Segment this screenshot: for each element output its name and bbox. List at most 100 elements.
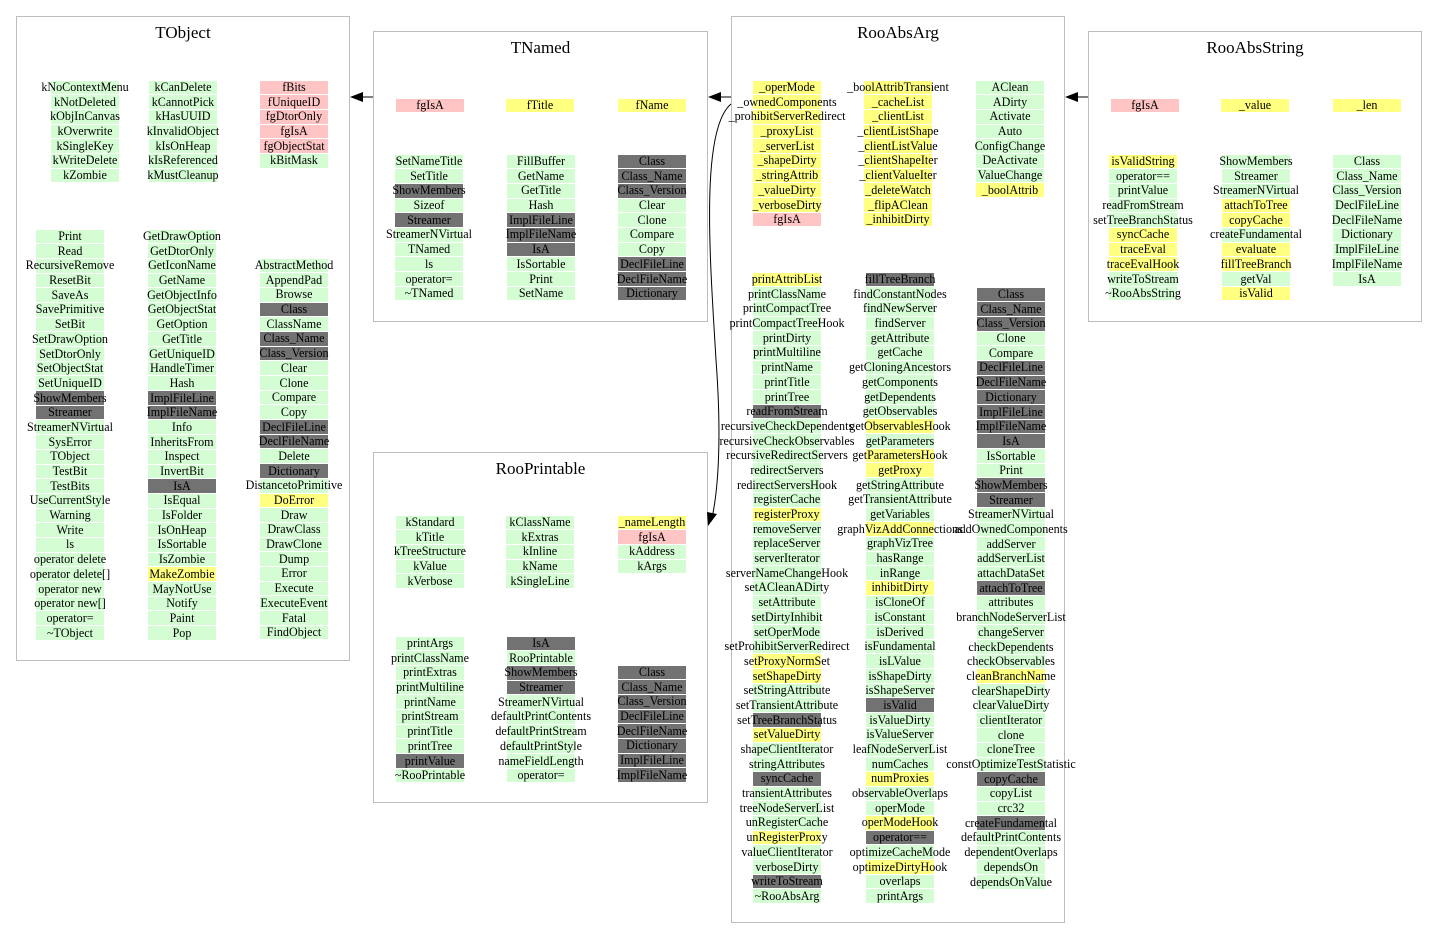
class-member: inRange [865, 566, 935, 581]
class-member: ImplFileLine [617, 753, 686, 768]
class-member-label: getCloningAncestors [848, 360, 952, 375]
class-member: TObject [35, 449, 105, 464]
class-member-label: SetObjectStat [36, 361, 104, 376]
class-member: Dump [259, 552, 329, 567]
class-member: Class [1332, 154, 1402, 169]
class-member-label: clearValueDirty [972, 698, 1050, 713]
class-member-label: setProhibitServerRedirect [724, 639, 850, 654]
class-member: getVariables [866, 507, 934, 522]
class-member: ~RooPrintable [395, 768, 465, 783]
class-member-label: UseCurrentStyle [29, 493, 111, 508]
class-member: printName [396, 695, 464, 710]
class-member-label: removeServer [753, 521, 821, 536]
class-member: leafNodeServerList [853, 742, 948, 757]
class-member: syncCache [752, 771, 822, 786]
class-member-label: AbstractMethod [254, 258, 334, 272]
class-member: setProhibitServerRedirect [725, 639, 850, 654]
class-member-label: DeclFileLine [262, 419, 326, 434]
class-member: operModeHook [862, 815, 939, 830]
class-member: SetObjectStat [35, 361, 104, 376]
class-member: setTreeBranchStatus [737, 713, 837, 728]
class-member-label: GetObjectInfo [147, 287, 217, 302]
class-member-label: _clientShapeIter [858, 153, 938, 168]
class-member-label: getDependents [864, 389, 936, 404]
class-member: fName [618, 98, 686, 113]
class-member-label: IsA [532, 636, 550, 650]
class-member: _clientListValue [858, 139, 937, 154]
class-member-label: Class_Name [263, 331, 325, 346]
class-member-label: ShowMembers [504, 665, 578, 680]
class-member: Inspect [148, 449, 216, 464]
class-member: copyCache [1222, 212, 1290, 228]
class-member-label: GetTitle [521, 183, 561, 198]
class-member-label: syncCache [760, 771, 814, 786]
class-member-label: DrawClass [267, 522, 321, 537]
class-member-label: ClassName [266, 316, 322, 331]
inheritance-arrowhead [707, 512, 717, 526]
class-member: Class_Name [1332, 169, 1402, 184]
class-member-label: _serverList [759, 138, 815, 153]
class-member-label: ImplFileName [146, 405, 218, 420]
class-member-label: printTitle [407, 724, 453, 739]
class-title: RooAbsArg [857, 23, 939, 42]
class-member-label: Info [171, 419, 193, 434]
class-member: ls [394, 257, 464, 272]
class-member: ImplFileName [617, 768, 688, 783]
class-member: kValue [396, 559, 464, 574]
members-column: _nameLength fgIsA kAddress kArgs [600, 515, 704, 574]
inheritance-arrowhead [708, 92, 721, 102]
class-member-label: kInvalidObject [146, 124, 220, 139]
class-member: _stringAttrib [752, 168, 822, 183]
class-member: GetIconName [147, 258, 216, 273]
class-member-label: stringAttributes [749, 756, 825, 771]
class-member-label: ImplFileName [616, 767, 688, 782]
class-member: operator= [394, 272, 464, 287]
class-member: printTree [396, 739, 464, 754]
class-member-label: Compare [629, 227, 675, 242]
class-member: SetDrawOption [32, 332, 108, 347]
class-member: fgIsA [1111, 98, 1179, 113]
class-member-label: findConstantNodes [853, 286, 947, 301]
class-member-label: TNamed [407, 242, 451, 257]
class-member: isCloneOf [866, 595, 934, 610]
class-member: GetUniqueID [147, 347, 216, 362]
class-member: ValueChange [975, 168, 1045, 183]
class-member-label: getProxy [878, 462, 922, 477]
class-member: _boolAttribTransient [847, 80, 949, 95]
class-member: DoError [259, 493, 329, 508]
class-member-label: _cacheList [871, 94, 925, 109]
class-member-label: StreamerNVirtual [498, 694, 584, 709]
class-member: ExecuteEvent [259, 596, 329, 611]
class-member: setTransientAttribute [736, 698, 838, 713]
class-member-label: kHasUUID [155, 109, 211, 124]
class-member: Browse [260, 287, 328, 302]
class-member-label: valueClientIterator [741, 844, 833, 859]
class-member-label: createFundamental [964, 815, 1057, 830]
class-member: evaluate [1221, 242, 1291, 257]
class-member: Clone [260, 376, 328, 391]
class-member-label: Class_Version [1332, 183, 1402, 198]
class-member-label: setDirtyInhibit [751, 609, 823, 624]
class-member: printStream [395, 709, 465, 724]
class-member: fgDtorOnly [259, 109, 329, 124]
class-member-label: copyCache [1229, 212, 1283, 227]
class-member-label: kNotDeleted [54, 94, 116, 109]
class-member-label: ~RooAbsString [1105, 286, 1181, 301]
class-member: StreamerNVirtual [968, 507, 1054, 522]
class-member-label: kExtras [521, 529, 559, 544]
class-member-label: _inhibitDirty [866, 212, 930, 227]
class-member-label: attachToTree [1224, 198, 1288, 213]
class-member-label: optimizeDirtyHook [852, 859, 948, 874]
class-member-label: observableOverlaps [851, 786, 949, 801]
class-member: UseCurrentStyle [30, 493, 111, 508]
class-member-label: optimizeCacheMode [849, 844, 951, 859]
class-member-label: setTransientAttribute [735, 697, 839, 712]
class-member: isDerived [865, 625, 935, 640]
members-column: isValidString operator== printValue readFro… [1089, 154, 1197, 301]
class-member-label: kIsReferenced [148, 153, 218, 168]
class-member-label: StreamerNVirtual [968, 507, 1054, 522]
class-member: replaceServer [752, 536, 822, 551]
class-member-label: _clientList [872, 109, 924, 124]
class-member-label: writeToStream [1107, 271, 1179, 286]
class-member-label: ImplFileName [505, 227, 577, 242]
